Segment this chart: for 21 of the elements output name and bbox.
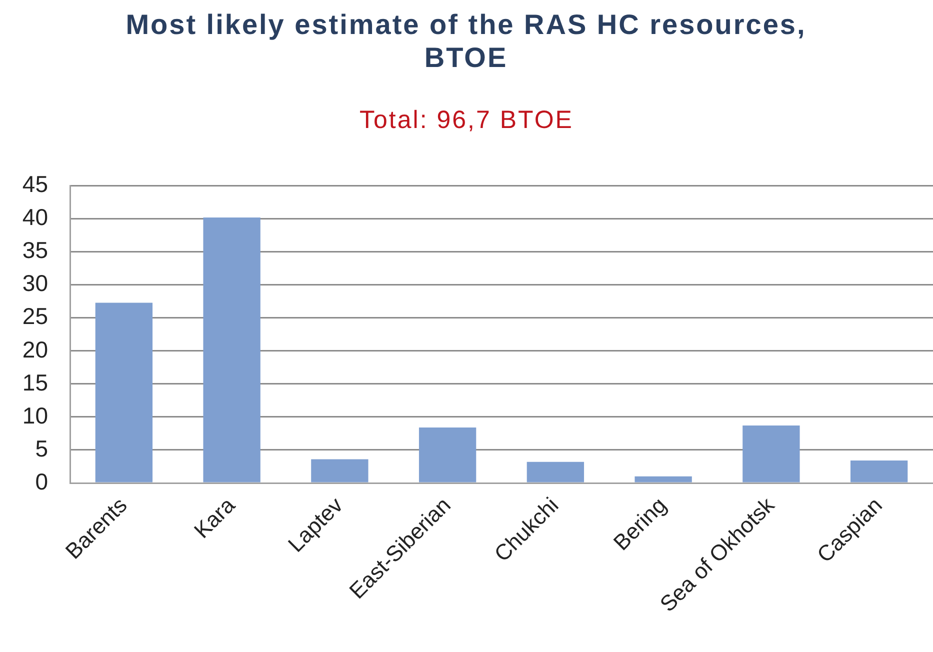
y-tick-label: 15	[22, 369, 48, 396]
bar	[742, 426, 800, 482]
y-tick-label: 30	[22, 270, 48, 296]
y-tick-label: 20	[22, 336, 48, 362]
x-tick-label: Kara	[189, 492, 240, 544]
bar	[418, 428, 476, 482]
bar	[634, 476, 692, 482]
chart-title: Most likely estimate of the RAS HC resources, BTOE	[124, 8, 808, 74]
bar	[850, 460, 908, 482]
bar	[95, 302, 153, 482]
y-tick-label: 45	[22, 171, 48, 198]
y-tick-label: 25	[22, 303, 48, 330]
y-tick-label: 5	[35, 435, 48, 462]
chart-subtitle: Total: 96,7 BTOE	[358, 105, 574, 135]
y-tick-label: 35	[22, 237, 48, 264]
y-tick-label: 0	[35, 468, 48, 494]
y-tick-label: 40	[22, 204, 48, 230]
bar	[311, 459, 368, 482]
y-tick-label: 10	[22, 402, 48, 428]
bar	[203, 218, 260, 482]
bar	[526, 462, 584, 482]
